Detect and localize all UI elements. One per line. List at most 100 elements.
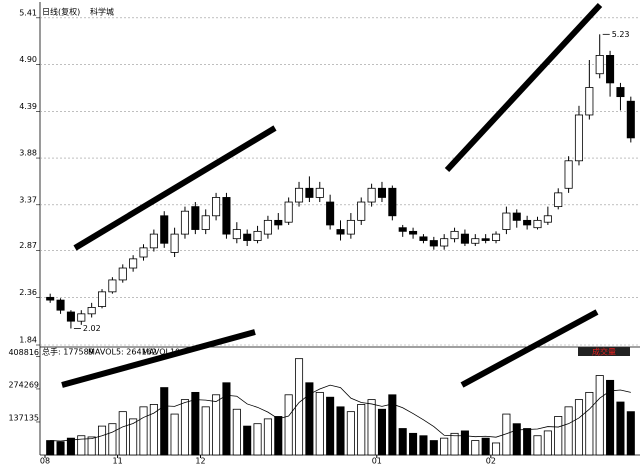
volume-bar xyxy=(377,408,387,456)
y-tick-label: 2.36 xyxy=(19,288,37,297)
candle-body xyxy=(377,187,387,198)
volume-bar xyxy=(46,440,55,456)
volume-bar xyxy=(129,418,138,456)
candle-body xyxy=(367,187,376,203)
candle-body xyxy=(595,55,604,75)
volume-bar xyxy=(212,394,221,456)
candle-body xyxy=(118,267,127,281)
candle-body xyxy=(222,197,231,235)
candle-body xyxy=(543,215,552,223)
volume-header: MAVOL10: xyxy=(142,348,183,357)
volume-bar xyxy=(191,391,200,456)
candle-body xyxy=(419,236,428,241)
volume-bar xyxy=(616,401,625,456)
volume-bar xyxy=(606,379,615,456)
y-tick-label: 2.87 xyxy=(19,241,37,250)
chart-subtitle: 科学城 xyxy=(90,7,114,17)
badge-bg xyxy=(578,347,630,356)
candle-body xyxy=(481,238,490,241)
candle-body xyxy=(491,233,501,241)
candle-body xyxy=(129,258,138,269)
candle-body xyxy=(409,230,418,235)
candle-body xyxy=(212,197,221,217)
volume-bar xyxy=(533,435,542,456)
candle-body xyxy=(440,238,449,247)
candle-body xyxy=(284,201,293,223)
volume-bar xyxy=(243,425,252,456)
volume-bar xyxy=(585,391,594,456)
candle-body xyxy=(554,192,563,208)
volume-bar xyxy=(315,391,324,456)
volume-bar xyxy=(139,406,148,456)
trend-line xyxy=(460,309,599,388)
volume-bar xyxy=(87,436,96,456)
volume-bar xyxy=(481,437,490,456)
volume-bar xyxy=(180,399,190,456)
volume-bar xyxy=(77,435,86,456)
candle-body xyxy=(512,212,521,221)
annotation: 5.23 xyxy=(612,30,630,39)
candle-body xyxy=(523,219,532,226)
volume-bar xyxy=(398,428,407,456)
volume-bar xyxy=(263,418,272,456)
candle-body xyxy=(346,219,355,235)
x-tick-label: 02 xyxy=(486,457,496,466)
candle-body xyxy=(616,87,625,98)
volume-bar xyxy=(471,440,480,456)
candle-body xyxy=(191,206,200,230)
y-tick-label: 3.88 xyxy=(19,149,37,158)
candle-body xyxy=(180,210,190,235)
volume-bar xyxy=(253,423,262,456)
y-tick-label: 274269 xyxy=(8,380,39,389)
y-tick-label: 4.39 xyxy=(19,102,37,111)
y-tick-label: 1.84 xyxy=(19,336,37,345)
candle-body xyxy=(305,187,314,198)
candle-body xyxy=(564,160,573,189)
candle-body xyxy=(533,219,542,229)
volume-bar xyxy=(460,430,469,456)
candle-body xyxy=(585,87,594,116)
volume-bar xyxy=(564,406,573,456)
volume-bar xyxy=(149,404,158,456)
volume-bar xyxy=(201,406,210,456)
volume-bar xyxy=(450,432,459,456)
volume-bar xyxy=(409,432,418,456)
volume-bar xyxy=(512,423,521,456)
candle-body xyxy=(294,187,304,203)
volume-bar xyxy=(367,399,376,456)
candle-body xyxy=(606,55,615,84)
candle-body xyxy=(398,227,407,232)
y-tick-label: 4.90 xyxy=(19,55,37,64)
volume-bar xyxy=(523,428,532,456)
volume-bar xyxy=(543,430,552,456)
volume-bar xyxy=(440,437,449,456)
volume-bar xyxy=(357,404,366,456)
candle-body xyxy=(56,299,65,311)
candle-body xyxy=(502,212,511,230)
annotation: 2.02 xyxy=(83,324,101,333)
volume-bar xyxy=(595,375,604,456)
candle-body xyxy=(471,238,480,244)
volume-bar xyxy=(388,394,397,456)
badge: 成交量 xyxy=(592,347,616,357)
volume-bar xyxy=(222,382,231,456)
candle-body xyxy=(46,296,55,301)
x-tick-label: 12 xyxy=(195,457,205,466)
candle-body xyxy=(263,219,272,235)
volume-bar xyxy=(305,382,314,456)
candle-body xyxy=(77,313,86,322)
volume-bar xyxy=(554,416,563,456)
volume-bar xyxy=(502,413,511,456)
trend-line xyxy=(73,125,277,251)
volume-bar xyxy=(626,411,635,456)
volume-bar xyxy=(294,358,304,456)
volume-bar xyxy=(419,435,428,456)
candle-body xyxy=(232,229,241,240)
candle-body xyxy=(149,233,158,249)
candle-body xyxy=(201,215,210,230)
candle-body xyxy=(66,311,75,322)
volume-bar xyxy=(66,437,75,456)
volume-header: MAVOL5: 264162 xyxy=(88,348,157,357)
candle-body xyxy=(170,233,179,253)
